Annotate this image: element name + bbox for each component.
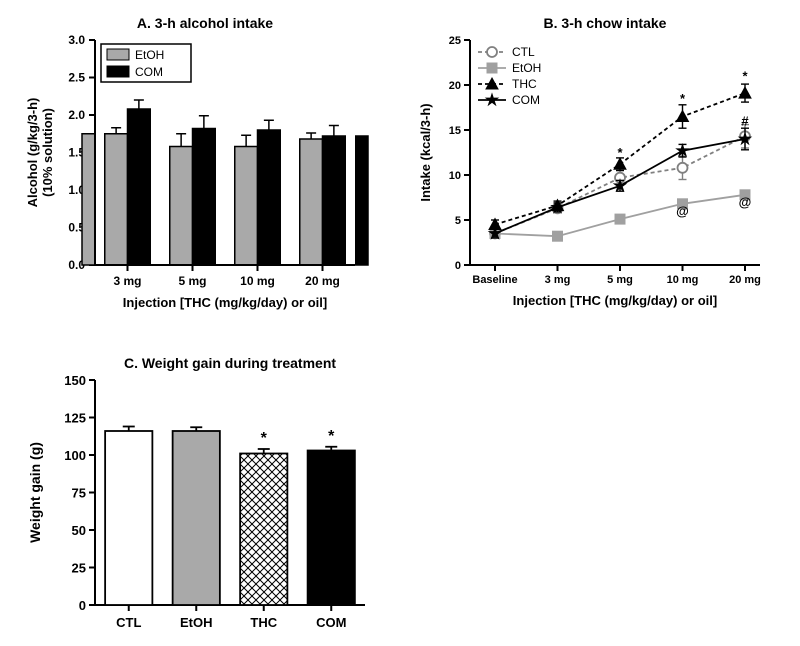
svg-text:THC: THC xyxy=(250,615,277,630)
svg-text:*: * xyxy=(680,91,686,106)
svg-text:20 mg: 20 mg xyxy=(305,274,340,288)
svg-text:50: 50 xyxy=(72,523,86,538)
svg-text:3 mg: 3 mg xyxy=(545,274,571,286)
svg-text:*: * xyxy=(742,69,748,84)
svg-text:Baseline: Baseline xyxy=(472,274,517,286)
svg-text:25: 25 xyxy=(449,35,461,47)
svg-text:5 mg: 5 mg xyxy=(178,274,206,288)
svg-text:#: # xyxy=(741,114,749,129)
svg-text:3 mg: 3 mg xyxy=(113,274,141,288)
svg-text:COM: COM xyxy=(316,615,346,630)
svg-text:B. 3-h chow intake: B. 3-h chow intake xyxy=(544,15,667,31)
svg-text:75: 75 xyxy=(72,486,86,501)
svg-text:COM: COM xyxy=(135,65,163,79)
svg-text:*: * xyxy=(328,428,335,445)
svg-text:0: 0 xyxy=(79,598,86,613)
svg-text:10: 10 xyxy=(449,170,461,182)
svg-text:@: @ xyxy=(676,204,689,219)
svg-text:25: 25 xyxy=(72,561,86,576)
svg-text:3.0: 3.0 xyxy=(68,33,85,47)
svg-text:5: 5 xyxy=(455,215,461,227)
svg-text:THC: THC xyxy=(512,77,537,91)
svg-text:A. 3-h alcohol intake: A. 3-h alcohol intake xyxy=(137,15,273,31)
svg-text:CTL: CTL xyxy=(512,45,535,59)
svg-text:2.5: 2.5 xyxy=(68,71,85,85)
svg-text:Weight gain (g): Weight gain (g) xyxy=(27,442,43,543)
svg-text:Alcohol (g/kg/3-h)(10% solutio: Alcohol (g/kg/3-h)(10% solution) xyxy=(25,98,55,208)
svg-text:15: 15 xyxy=(449,125,461,137)
svg-text:2.0: 2.0 xyxy=(68,108,85,122)
figure-svg: A. 3-h alcohol intake0.00.51.01.52.02.53… xyxy=(0,0,800,646)
svg-text:Injection [THC (mg/kg/day) or: Injection [THC (mg/kg/day) or oil] xyxy=(513,293,717,308)
svg-text:0: 0 xyxy=(455,260,461,272)
svg-text:5 mg: 5 mg xyxy=(607,274,633,286)
svg-text:EtOH: EtOH xyxy=(512,61,541,75)
svg-text:*: * xyxy=(261,430,268,447)
svg-text:COM: COM xyxy=(512,93,540,107)
svg-text:20: 20 xyxy=(449,80,461,92)
svg-text:10 mg: 10 mg xyxy=(667,274,699,286)
svg-text:Injection [THC (mg/kg/day) or: Injection [THC (mg/kg/day) or oil] xyxy=(123,295,327,310)
svg-text:100: 100 xyxy=(64,448,86,463)
svg-text:EtOH: EtOH xyxy=(180,615,213,630)
svg-text:EtOH: EtOH xyxy=(135,48,164,62)
svg-text:CTL: CTL xyxy=(116,615,141,630)
svg-text:125: 125 xyxy=(64,411,86,426)
svg-text:C. Weight gain during treatmen: C. Weight gain during treatment xyxy=(124,355,336,371)
svg-text:10 mg: 10 mg xyxy=(240,274,275,288)
svg-text:Intake (kcal/3-h): Intake (kcal/3-h) xyxy=(418,103,433,201)
svg-text:150: 150 xyxy=(64,373,86,388)
svg-text:20 mg: 20 mg xyxy=(729,274,761,286)
svg-text:@: @ xyxy=(739,195,752,210)
